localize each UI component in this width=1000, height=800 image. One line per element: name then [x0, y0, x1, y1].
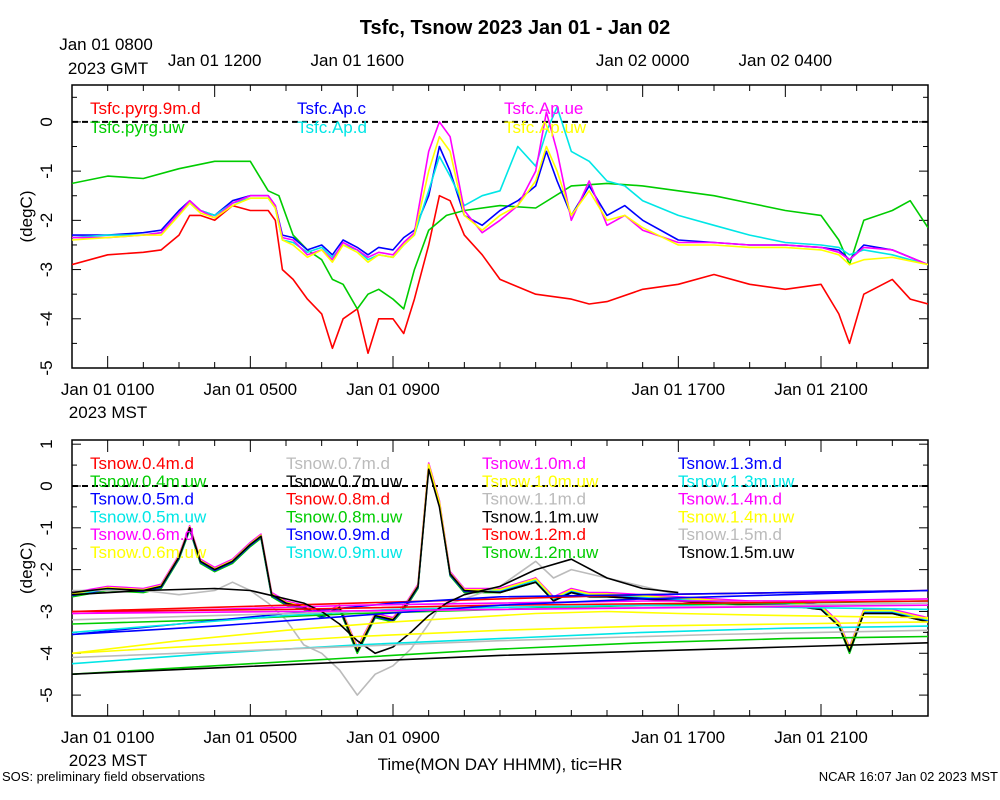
- series-group: [72, 462, 928, 696]
- legend-entry-tsfc-pyrg-uw: Tsfc.pyrg.uw: [90, 118, 185, 137]
- x-tick-label: Jan 01 2100: [774, 380, 868, 399]
- legend-entry-tsnow-1-4m-uw: Tsnow.1.4m.uw: [678, 507, 795, 526]
- legend-entry-tsnow-1-5m-uw: Tsnow.1.5m.uw: [678, 543, 795, 562]
- x-axis-label: Time(MON DAY HHMM), tic=HR: [378, 755, 623, 774]
- top-axis-sublabel: 2023 GMT: [68, 59, 148, 78]
- y-tick-label: 1: [37, 439, 56, 448]
- x-tick-label: Jan 01 0900: [346, 380, 440, 399]
- legend-entry-tsfc-ap-uw: Tsfc.Ap.uw: [504, 118, 587, 137]
- series-line-tsnow-1-4m-uw: [72, 621, 928, 655]
- legend-entry-tsnow-0-9m-uw: Tsnow.0.9m.uw: [286, 543, 403, 562]
- series-line-tsnow-1-1m-uw: [72, 558, 679, 655]
- series-line-tsnow-0-7m-d: [72, 560, 679, 696]
- legend-entry-tsnow-0-7m-uw: Tsnow.0.7m.uw: [286, 472, 403, 491]
- y-tick-label: -3: [37, 604, 56, 619]
- series-line-tsfc-ap-d: [72, 106, 928, 266]
- legend-entry-tsnow-1-1m-d: Tsnow.1.1m.d: [482, 490, 586, 509]
- top-tick-label: Jan 02 0000: [596, 51, 690, 70]
- y-tick-label: -4: [37, 646, 56, 661]
- series-line-tsnow-1-5m-d: [72, 629, 928, 659]
- y-tick-label: -5: [37, 360, 56, 375]
- y-tick-label: -1: [37, 520, 56, 535]
- x-tick-label: Jan 01 0100: [61, 380, 155, 399]
- y-tick-label: -2: [37, 562, 56, 577]
- legend-entry-tsnow-1-2m-uw: Tsnow.1.2m.uw: [482, 543, 599, 562]
- legend-entry-tsnow-0-8m-d: Tsnow.0.8m.d: [286, 490, 390, 509]
- top-tick-label: Jan 02 0400: [739, 51, 833, 70]
- y-tick-label: 0: [37, 481, 56, 490]
- y-axis-label: (degC): [17, 542, 36, 594]
- legend-entry-tsnow-1-0m-d: Tsnow.1.0m.d: [482, 454, 586, 473]
- legend-entry-tsnow-0-9m-d: Tsnow.0.9m.d: [286, 525, 390, 544]
- x-tick-label: Jan 01 2100: [774, 728, 868, 747]
- page-title: Tsfc, Tsnow 2023 Jan 01 - Jan 02: [360, 17, 671, 39]
- legend-entry-tsnow-0-6m-uw: Tsnow.0.6m.uw: [90, 543, 207, 562]
- x-axis-sublabel: 2023 MST: [69, 403, 147, 422]
- footer-right: NCAR 16:07 Jan 02 2023 MST: [819, 769, 998, 784]
- top-tick-label: Jan 01 0800: [59, 35, 153, 54]
- x-tick-label: Jan 01 0100: [61, 728, 155, 747]
- series-line-tsnow-1-0m-uw: [72, 610, 928, 655]
- legend-entry-tsnow-1-4m-d: Tsnow.1.4m.d: [678, 490, 782, 509]
- x-tick-label: Jan 01 0900: [346, 728, 440, 747]
- x-tick-label: Jan 01 0500: [204, 728, 298, 747]
- y-axis-label: (degC): [17, 191, 36, 243]
- series-line-tsnow-1-3m-d: [72, 589, 928, 636]
- legend-entry-tsnow-1-1m-uw: Tsnow.1.1m.uw: [482, 507, 599, 526]
- legend-entry-tsfc-ap-ue: Tsfc.Ap.ue: [504, 99, 583, 118]
- series-line-tsnow-1-4m-d: [72, 604, 928, 615]
- legend-entry-tsnow-0-6m-d: Tsnow.0.6m.d: [90, 525, 194, 544]
- legend-entry-tsfc-ap-c: Tsfc.Ap.c: [297, 99, 366, 118]
- y-tick-label: -3: [37, 262, 56, 277]
- top-tick-label: Jan 01 1600: [311, 51, 405, 70]
- top-panel: -5 -4 -3 -2 -1 0 (degC) Jan 01 0100 Jan 01 0500 J…: [17, 35, 929, 422]
- legend-entry-tsnow-0-5m-uw: Tsnow.0.5m.uw: [90, 507, 207, 526]
- legend-entry-tsnow-1-3m-uw: Tsnow.1.3m.uw: [678, 472, 795, 491]
- legend-entry-tsnow-1-5m-d: Tsnow.1.5m.d: [678, 525, 782, 544]
- y-tick-label: -5: [37, 688, 56, 703]
- series-line-tsnow-1-3m-uw: [72, 625, 928, 665]
- legend-entry-tsnow-1-2m-d: Tsnow.1.2m.d: [482, 525, 586, 544]
- legend-entry-tsnow-1-0m-uw: Tsnow.1.0m.uw: [482, 472, 599, 491]
- series-line-tsnow-1-2m-uw: [72, 635, 928, 675]
- series-line-tsfc-pyrg-9m-d: [72, 194, 928, 355]
- x-tick-label: Jan 01 1700: [632, 380, 726, 399]
- x-axis-sublabel: 2023 MST: [69, 751, 147, 770]
- x-tick-label: Jan 01 0500: [204, 380, 298, 399]
- y-tick-label: -2: [37, 213, 56, 228]
- legend-entry-tsnow-0-4m-d: Tsnow.0.4m.d: [90, 454, 194, 473]
- footer-left: SOS: preliminary field observations: [2, 769, 206, 784]
- legend-entry-tsnow-1-3m-d: Tsnow.1.3m.d: [678, 454, 782, 473]
- legend-entry-tsfc-pyrg-9m-d: Tsfc.pyrg.9m.d: [90, 99, 201, 118]
- legend-entry-tsnow-0-5m-d: Tsnow.0.5m.d: [90, 490, 194, 509]
- series-line-tsnow-1-5m-uw: [72, 642, 928, 675]
- y-tick-label: -4: [37, 311, 56, 326]
- legend-entry-tsnow-0-4m-uw: Tsnow.0.4m.uw: [90, 472, 207, 491]
- legend-entry-tsnow-0-7m-d: Tsnow.0.7m.d: [286, 454, 390, 473]
- bottom-panel: -5 -4 -3 -2 -1 0 1 (degC) Jan 01 0100 Jan 01 0500…: [17, 439, 929, 770]
- series-group: [72, 106, 928, 355]
- y-tick-label: 0: [37, 117, 56, 126]
- plot-frame: [71, 84, 929, 369]
- series-line-tsfc-pyrg-uw: [72, 160, 928, 310]
- legend-entry-tsnow-0-8m-uw: Tsnow.0.8m.uw: [286, 507, 403, 526]
- series-line-tsfc-ap-ue: [72, 111, 928, 266]
- legend-entry-tsfc-ap-d: Tsfc.Ap.d: [297, 118, 367, 137]
- top-tick-label: Jan 01 1200: [168, 51, 262, 70]
- series-line-tsfc-ap-uw: [72, 135, 928, 266]
- y-tick-label: -1: [37, 164, 56, 179]
- x-tick-label: Jan 01 1700: [632, 728, 726, 747]
